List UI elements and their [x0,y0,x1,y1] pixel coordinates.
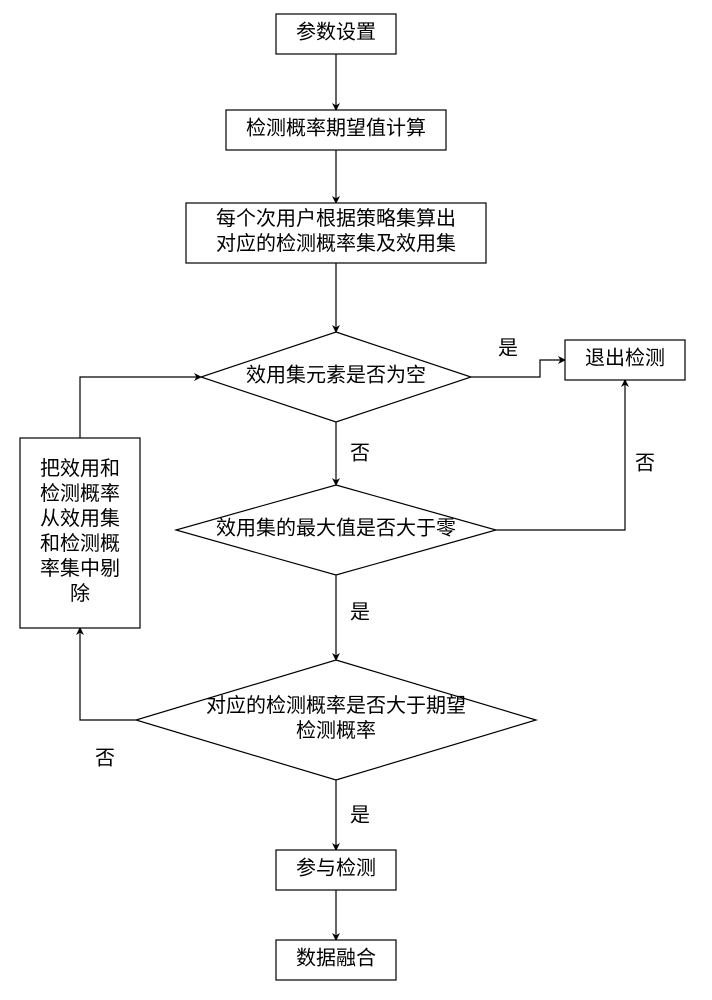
node-label: 除 [70,582,90,605]
edge [80,628,136,720]
node-label: 检测概率 [40,482,120,505]
node-label: 参数设置 [296,21,376,44]
node-label: 对应的检测概率集及效用集 [216,232,456,255]
node-label: 参与检测 [296,857,376,880]
flowchart: 是否否是否是参数设置检测概率期望值计算每个次用户根据策略集算出对应的检测概率集及… [0,0,712,1000]
node-label: 数据融合 [296,947,376,970]
node-label: 把效用和 [40,457,120,480]
node-label: 从效用集 [40,507,120,530]
edge-label: 是 [350,602,370,624]
node-label: 检测概率期望值计算 [246,117,426,140]
node-label: 检测概率 [296,719,376,742]
edge-label: 否 [95,748,115,770]
node-label: 退出检测 [585,347,665,370]
edge-label: 是 [498,338,518,360]
edge [471,360,565,377]
edge-label: 否 [635,453,655,475]
edge [496,380,625,530]
edge-label: 否 [350,443,370,465]
edge-label: 是 [350,805,370,827]
node-label: 和检测概 [40,532,120,555]
node-label: 每个次用户根据策略集算出 [216,207,456,230]
node-label: 率集中剔 [40,557,120,580]
node-label: 效用集元素是否为空 [246,364,426,387]
node-label: 效用集的最大值是否大于零 [216,517,456,540]
edge [80,377,201,438]
node-label: 对应的检测概率是否大于期望 [206,694,466,717]
